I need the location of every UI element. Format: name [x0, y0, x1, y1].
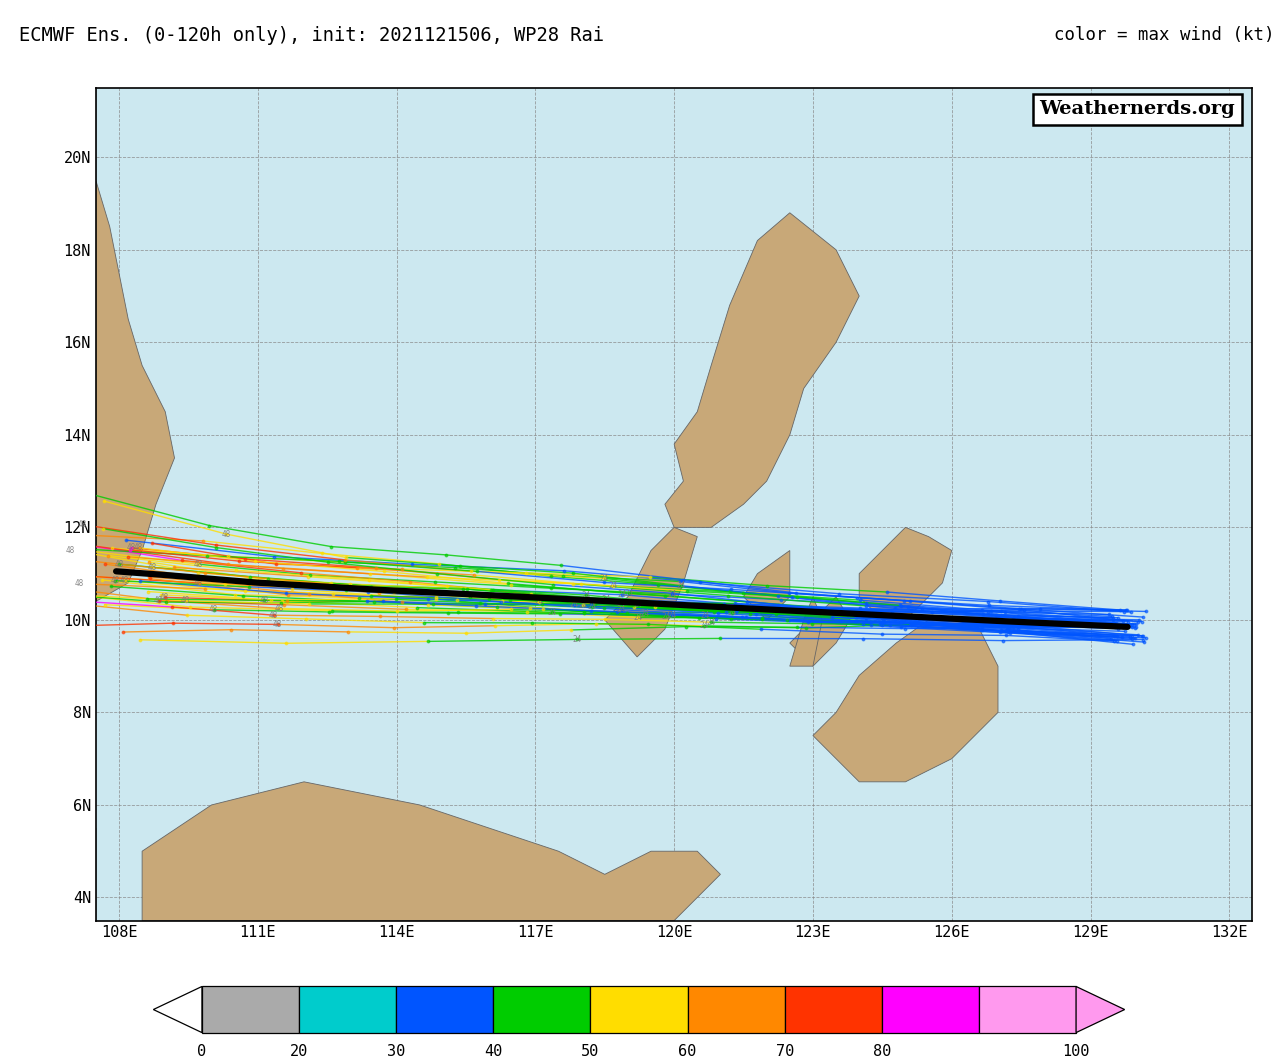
Text: 20: 20	[290, 1043, 308, 1056]
Text: 48: 48	[115, 560, 124, 568]
Text: 50: 50	[581, 1043, 599, 1056]
Text: 48: 48	[148, 563, 157, 571]
Text: ECMWF Ens. (0-120h only), init: 2021121506, WP28 Rai: ECMWF Ens. (0-120h only), init: 20211215…	[19, 26, 604, 45]
Text: 24: 24	[634, 612, 643, 622]
Text: 48: 48	[268, 610, 279, 620]
Text: 24: 24	[573, 635, 581, 644]
Text: 48: 48	[120, 576, 129, 585]
Bar	[396, 986, 493, 1033]
Bar	[299, 986, 396, 1033]
Text: 24: 24	[608, 582, 617, 590]
Text: 80: 80	[873, 1043, 891, 1056]
Text: 24: 24	[640, 609, 649, 618]
Text: 100: 100	[1062, 1043, 1090, 1056]
Text: 48: 48	[78, 520, 87, 529]
Text: color = max wind (kt): color = max wind (kt)	[1054, 26, 1275, 44]
Polygon shape	[0, 828, 96, 921]
Text: 24: 24	[617, 590, 627, 599]
Text: 48: 48	[259, 596, 268, 605]
Text: 24: 24	[668, 610, 677, 620]
Text: 24: 24	[676, 581, 685, 590]
Text: 48: 48	[273, 620, 282, 629]
Bar	[202, 986, 299, 1033]
Text: 24: 24	[727, 608, 736, 617]
Text: 48: 48	[193, 560, 203, 568]
Text: 24: 24	[579, 601, 588, 609]
Bar	[979, 986, 1076, 1033]
Text: 24: 24	[602, 595, 611, 604]
Text: 24: 24	[570, 601, 579, 609]
Text: 24: 24	[534, 598, 544, 606]
Text: 24: 24	[613, 599, 624, 607]
Text: 24: 24	[699, 621, 708, 630]
Text: 30: 30	[387, 1043, 405, 1056]
Text: 48: 48	[210, 605, 219, 615]
Bar	[493, 986, 590, 1033]
Bar	[882, 986, 979, 1033]
Text: 70: 70	[776, 1043, 794, 1056]
Text: 24: 24	[654, 600, 663, 608]
Polygon shape	[153, 986, 202, 1033]
Text: 24: 24	[617, 605, 626, 615]
Text: 48: 48	[111, 577, 120, 585]
Text: 40: 40	[484, 1043, 502, 1056]
Text: 24: 24	[633, 600, 643, 608]
Text: 48: 48	[275, 604, 284, 612]
Text: 24: 24	[661, 611, 670, 621]
Polygon shape	[1076, 986, 1125, 1033]
Text: 24: 24	[667, 589, 676, 599]
Polygon shape	[0, 88, 175, 643]
Polygon shape	[813, 620, 998, 781]
Polygon shape	[790, 597, 850, 666]
Text: 24: 24	[547, 608, 557, 617]
Text: 24: 24	[624, 589, 634, 598]
Text: 48: 48	[127, 544, 135, 552]
Text: 48: 48	[134, 543, 143, 552]
Bar	[785, 986, 882, 1033]
Text: 60: 60	[679, 1043, 697, 1056]
Text: 24: 24	[581, 590, 590, 600]
Bar	[590, 986, 688, 1033]
Bar	[688, 986, 785, 1033]
Text: 48: 48	[160, 592, 169, 602]
Text: 0: 0	[197, 1043, 207, 1056]
Polygon shape	[790, 597, 822, 666]
Text: 48: 48	[181, 597, 190, 605]
Text: 24: 24	[700, 611, 711, 620]
Text: 24: 24	[705, 618, 716, 626]
Text: 24: 24	[599, 574, 608, 583]
Polygon shape	[859, 527, 952, 620]
Polygon shape	[142, 781, 721, 921]
Polygon shape	[604, 527, 698, 657]
Text: 48: 48	[66, 546, 75, 554]
Text: 24: 24	[588, 602, 597, 611]
Text: Weathernerds.org: Weathernerds.org	[1039, 100, 1235, 118]
Polygon shape	[665, 212, 859, 527]
Text: 48: 48	[221, 529, 231, 539]
Text: 48: 48	[194, 579, 203, 587]
Text: 48: 48	[153, 597, 164, 605]
Text: 48: 48	[74, 579, 83, 588]
Polygon shape	[744, 550, 790, 620]
